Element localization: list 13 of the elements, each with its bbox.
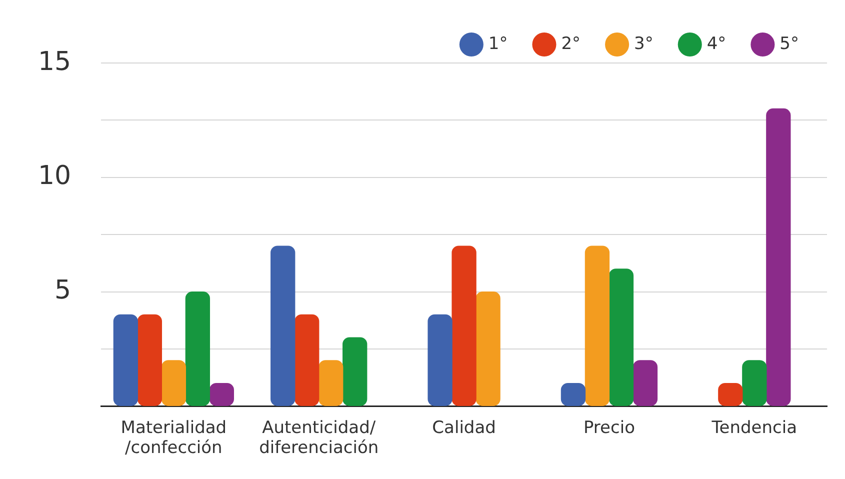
x-tick-label: Precio <box>583 418 635 438</box>
y-tick-label: 5 <box>54 276 72 306</box>
legend-label: 4° <box>706 34 726 54</box>
x-tick-label: Tendencia <box>710 418 798 438</box>
legend-label: 3° <box>634 34 654 54</box>
y-tick-label: 15 <box>38 46 72 77</box>
x-tick-label: Materialidad /confección <box>120 418 227 458</box>
y-tick-label: 10 <box>38 161 72 192</box>
legend-label: 2° <box>561 34 581 54</box>
x-tick-label: Autenticidad/ diferenciación <box>259 418 379 458</box>
legend-label: 5° <box>780 34 800 54</box>
x-tick-label: Calidad <box>432 418 496 438</box>
legend-label: 1° <box>488 34 508 54</box>
